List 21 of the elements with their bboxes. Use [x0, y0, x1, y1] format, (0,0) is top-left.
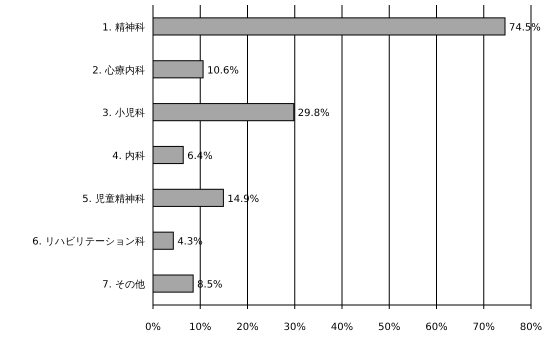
data-label: 29.8% — [298, 108, 330, 120]
y-tick-label: 4. 内科 — [112, 150, 145, 162]
y-tick-label: 7. その他 — [102, 278, 145, 291]
y-tick-label: 6. リハビリテーション科 — [32, 236, 145, 248]
x-tick-label: 30% — [284, 322, 306, 333]
bar — [152, 146, 184, 164]
y-tick-label: 5. 児童精神科 — [82, 192, 145, 205]
x-tick-label: 10% — [189, 322, 212, 333]
y-tick-label: 1. 精神科 — [102, 21, 145, 34]
data-label: 10.6% — [207, 65, 239, 76]
x-tick-label: 60% — [425, 322, 448, 333]
x-tick-label: 80% — [520, 322, 542, 333]
bar — [152, 232, 174, 250]
bar — [152, 274, 194, 293]
x-tick-label: 0% — [145, 322, 161, 333]
y-tick-label: 3. 小児科 — [102, 107, 145, 120]
x-tick-label: 70% — [472, 322, 495, 333]
y-tick-label: 2. 心療内科 — [92, 64, 145, 76]
x-tick-label: 20% — [236, 322, 259, 333]
x-tick-label: 50% — [378, 322, 400, 333]
x-tick-label: 40% — [330, 322, 354, 333]
